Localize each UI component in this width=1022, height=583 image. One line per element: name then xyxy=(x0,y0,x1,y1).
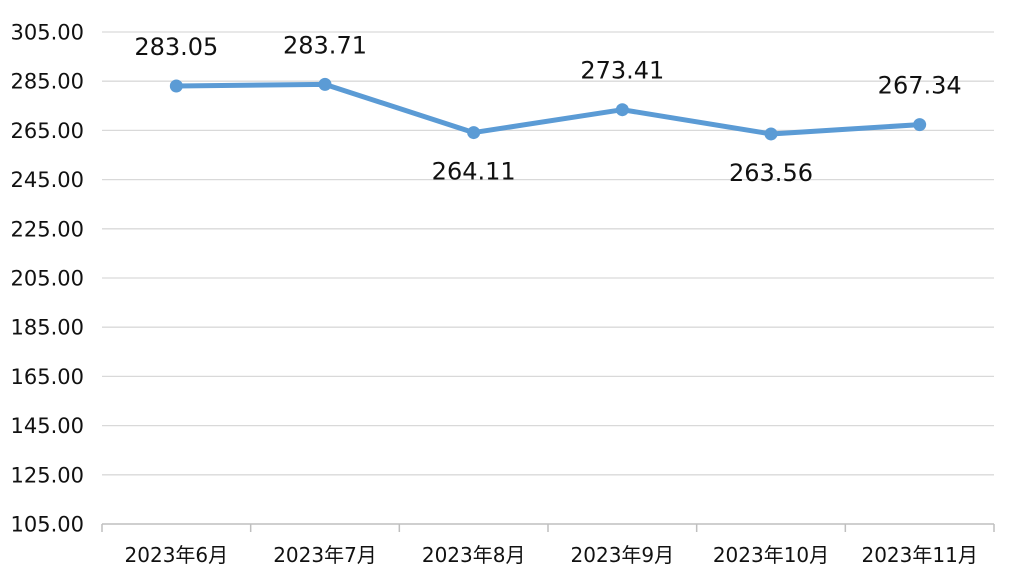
data-point xyxy=(467,126,481,140)
x-axis xyxy=(101,523,995,532)
y-tick-label: 105.00 xyxy=(11,513,84,537)
data-point xyxy=(169,79,183,93)
data-point xyxy=(318,77,332,91)
series-line xyxy=(173,81,923,137)
x-axis-tick-labels: 2023年6月 2023年7月 2023年8月 2023年9月 2023年10月 2023… xyxy=(125,543,978,567)
y-tick-label: 265.00 xyxy=(11,119,84,143)
y-tick-label: 125.00 xyxy=(11,463,84,487)
y-tick-label: 185.00 xyxy=(11,316,84,340)
y-tick-label: 225.00 xyxy=(11,217,84,241)
y-tick-label: 305.00 xyxy=(11,21,84,45)
data-label: 283.71 xyxy=(283,31,367,59)
y-axis-tick-labels: 105.00 125.00 145.00 165.00 185.00 205.00 225.… xyxy=(11,21,84,537)
data-label: 273.41 xyxy=(580,57,664,85)
x-tick-label: 2023年11月 xyxy=(861,543,977,567)
series-line-path xyxy=(173,81,923,137)
y-tick-label: 145.00 xyxy=(11,414,84,438)
data-labels: 283.05 283.71 264.11 273.41 263.56 267.34 xyxy=(134,31,961,187)
y-tick-label: 205.00 xyxy=(11,267,84,291)
x-tick-label: 2023年7月 xyxy=(273,543,377,567)
data-label: 283.05 xyxy=(134,33,218,61)
data-label: 264.11 xyxy=(432,158,516,186)
x-tick-label: 2023年9月 xyxy=(571,543,675,567)
gridlines xyxy=(102,31,994,476)
x-tick-label: 2023年8月 xyxy=(422,543,526,567)
data-point xyxy=(913,118,927,132)
data-label: 267.34 xyxy=(878,72,962,100)
x-tick-label: 2023年6月 xyxy=(125,543,229,567)
series-markers xyxy=(169,77,927,141)
data-point xyxy=(764,127,778,141)
data-point xyxy=(615,103,629,117)
y-tick-label: 285.00 xyxy=(11,70,84,94)
y-tick-label: 245.00 xyxy=(11,168,84,192)
data-label: 263.56 xyxy=(729,159,813,187)
x-tick-label: 2023年10月 xyxy=(713,543,829,567)
y-tick-label: 165.00 xyxy=(11,365,84,389)
